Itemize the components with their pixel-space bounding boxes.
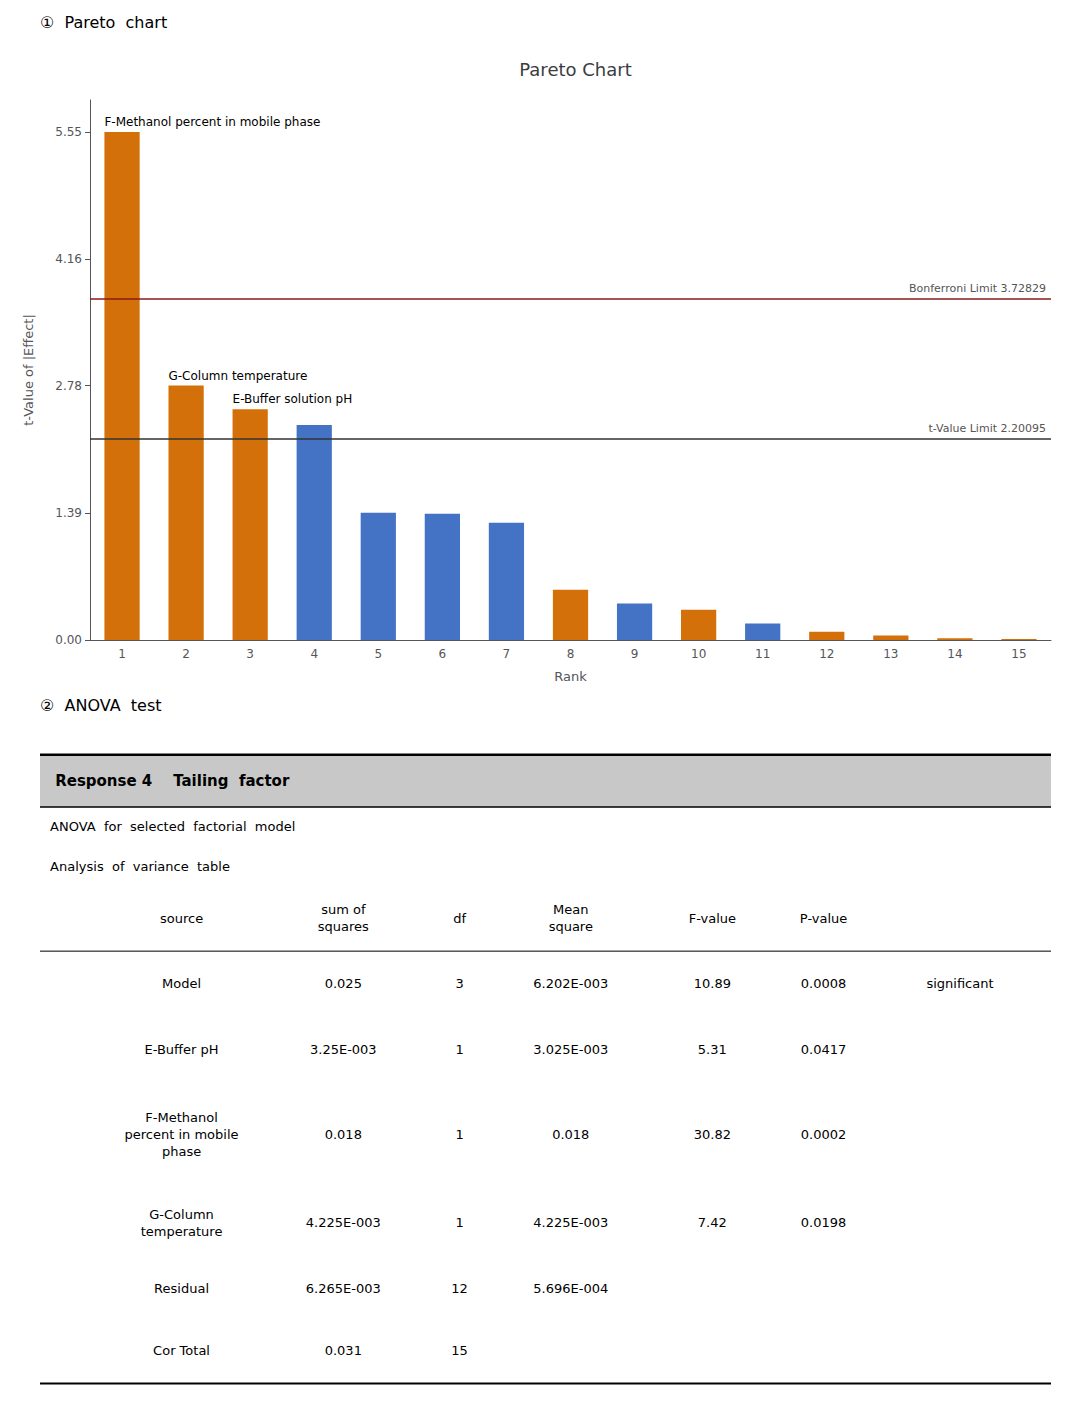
svg-text:ANOVA for selected factoria: ANOVA for selected factorial model bbox=[50, 819, 295, 834]
svg-text:① Pareto chart: ① Pareto chart bbox=[40, 13, 167, 32]
svg-text:12: 12 bbox=[451, 1281, 468, 1296]
svg-text:0.018: 0.018 bbox=[325, 1127, 362, 1142]
svg-text:2.78: 2.78 bbox=[55, 379, 82, 393]
svg-text:P-value: P-value bbox=[800, 911, 847, 926]
svg-text:sum of: sum of bbox=[321, 902, 366, 917]
svg-text:10.89: 10.89 bbox=[694, 976, 731, 991]
svg-text:1: 1 bbox=[455, 1042, 463, 1057]
svg-text:G-Column: G-Column bbox=[149, 1207, 214, 1222]
svg-text:6: 6 bbox=[439, 647, 447, 661]
svg-text:3.25E-003: 3.25E-003 bbox=[310, 1042, 377, 1057]
svg-text:4.225E-003: 4.225E-003 bbox=[306, 1215, 381, 1230]
svg-text:0.025: 0.025 bbox=[325, 976, 362, 991]
svg-text:0.018: 0.018 bbox=[552, 1127, 589, 1142]
svg-text:F-value: F-value bbox=[689, 911, 736, 926]
svg-text:12: 12 bbox=[819, 647, 834, 661]
svg-text:7.42: 7.42 bbox=[698, 1215, 727, 1230]
svg-text:0.0198: 0.0198 bbox=[801, 1215, 847, 1230]
svg-text:Analysis of variance table: Analysis of variance table bbox=[50, 859, 230, 874]
svg-text:4.16: 4.16 bbox=[55, 252, 82, 266]
svg-text:4.225E-003: 4.225E-003 bbox=[533, 1215, 608, 1230]
svg-text:df: df bbox=[453, 911, 466, 926]
svg-text:5.55: 5.55 bbox=[55, 125, 82, 139]
svg-text:G-Column temperature: G-Column temperature bbox=[168, 369, 307, 383]
svg-text:② ANOVA test: ② ANOVA test bbox=[40, 696, 162, 715]
svg-text:15: 15 bbox=[1011, 647, 1026, 661]
svg-text:temperature: temperature bbox=[141, 1224, 223, 1239]
svg-text:30.82: 30.82 bbox=[694, 1127, 731, 1142]
svg-text:E-Buffer solution pH: E-Buffer solution pH bbox=[233, 392, 353, 406]
svg-text:4: 4 bbox=[310, 647, 318, 661]
svg-text:11: 11 bbox=[755, 647, 770, 661]
svg-text:E-Buffer pH: E-Buffer pH bbox=[145, 1042, 219, 1057]
svg-text:Bonferroni Limit 3.72829: Bonferroni Limit 3.72829 bbox=[909, 282, 1046, 295]
svg-text:7: 7 bbox=[503, 647, 511, 661]
svg-text:1: 1 bbox=[118, 647, 126, 661]
svg-text:3: 3 bbox=[455, 976, 463, 991]
svg-text:phase: phase bbox=[162, 1144, 201, 1159]
svg-text:Residual: Residual bbox=[154, 1281, 209, 1296]
svg-text:1: 1 bbox=[455, 1215, 463, 1230]
svg-text:F-Methanol: F-Methanol bbox=[145, 1110, 218, 1125]
svg-text:5: 5 bbox=[374, 647, 382, 661]
svg-text:5.31: 5.31 bbox=[698, 1042, 727, 1057]
svg-text:0.00: 0.00 bbox=[55, 633, 82, 647]
svg-text:6.202E-003: 6.202E-003 bbox=[533, 976, 608, 991]
svg-text:15: 15 bbox=[451, 1343, 468, 1358]
svg-text:14: 14 bbox=[947, 647, 962, 661]
svg-text:2: 2 bbox=[182, 647, 190, 661]
svg-text:significant: significant bbox=[926, 976, 993, 991]
svg-text:squares: squares bbox=[318, 919, 369, 934]
svg-text:source: source bbox=[160, 911, 203, 926]
svg-text:8: 8 bbox=[567, 647, 575, 661]
svg-text:6.265E-003: 6.265E-003 bbox=[306, 1281, 381, 1296]
svg-text:Model: Model bbox=[162, 976, 201, 991]
svg-text:1.39: 1.39 bbox=[55, 506, 82, 520]
svg-text:0.0002: 0.0002 bbox=[801, 1127, 847, 1142]
svg-text:10: 10 bbox=[691, 647, 706, 661]
svg-text:9: 9 bbox=[631, 647, 639, 661]
svg-text:13: 13 bbox=[883, 647, 898, 661]
svg-text:Response 4 Tailing factor: Response 4 Tailing factor bbox=[55, 772, 290, 790]
svg-text:Pareto Chart: Pareto Chart bbox=[519, 59, 631, 80]
svg-text:t-Value Limit 2.20095: t-Value Limit 2.20095 bbox=[928, 422, 1046, 435]
svg-text:Cor Total: Cor Total bbox=[153, 1343, 210, 1358]
svg-text:percent in mobile: percent in mobile bbox=[125, 1127, 239, 1142]
svg-text:5.696E-004: 5.696E-004 bbox=[533, 1281, 608, 1296]
svg-text:0.0008: 0.0008 bbox=[801, 976, 847, 991]
svg-text:1: 1 bbox=[455, 1127, 463, 1142]
svg-text:Mean: Mean bbox=[553, 902, 588, 917]
svg-text:3: 3 bbox=[246, 647, 254, 661]
svg-text:Rank: Rank bbox=[554, 669, 587, 684]
svg-text:0.0417: 0.0417 bbox=[801, 1042, 847, 1057]
svg-text:t-Value of |Effect|: t-Value of |Effect| bbox=[21, 314, 36, 426]
svg-text:0.031: 0.031 bbox=[325, 1343, 362, 1358]
svg-text:F-Methanol percent in mobile p: F-Methanol percent in mobile phase bbox=[104, 115, 320, 129]
svg-text:square: square bbox=[549, 919, 593, 934]
svg-text:3.025E-003: 3.025E-003 bbox=[533, 1042, 608, 1057]
